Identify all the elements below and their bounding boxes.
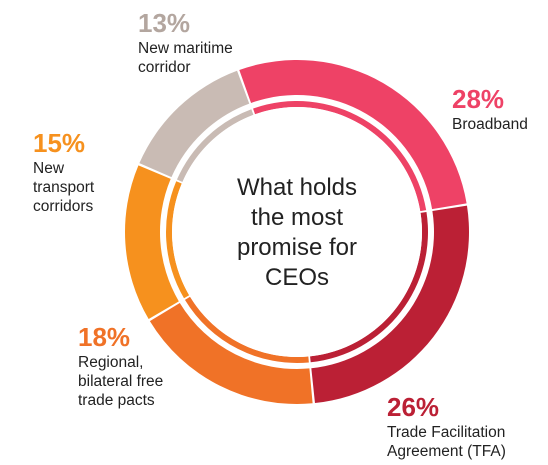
slice-name-label: Broadband bbox=[452, 116, 528, 133]
slice-outer-3 bbox=[124, 165, 179, 320]
slice-outer-1 bbox=[311, 205, 469, 404]
slice-name-label: Trade Facilitation Agreement (TFA) bbox=[387, 424, 506, 460]
slice-labels: 28% Broadband 26%Trade Facilitation Agreeme… bbox=[33, 8, 528, 460]
slice-name-label: New transport corridors bbox=[33, 160, 95, 215]
slice-inner-2 bbox=[184, 296, 309, 363]
slice-percent-label: 26% bbox=[387, 392, 439, 422]
inner-ring bbox=[166, 101, 428, 363]
outer-ring bbox=[124, 60, 469, 404]
slice-percent-label: 18% bbox=[78, 322, 130, 352]
slice-outer-4 bbox=[139, 70, 250, 178]
slice-outer-2 bbox=[149, 302, 313, 404]
center-title: What holds the most promise for CEOs bbox=[237, 174, 357, 291]
slice-name-label: New maritime corridor bbox=[138, 40, 233, 76]
slice-outer-0 bbox=[239, 60, 467, 210]
slice-name-label: Regional, bilateral free trade pacts bbox=[78, 354, 163, 409]
center-disc bbox=[172, 107, 422, 357]
slice-percent-label: 13% bbox=[138, 8, 190, 38]
slice-inner-3 bbox=[166, 181, 190, 299]
slice-percent-label: 28% bbox=[452, 84, 504, 114]
slice-percent-label: 15% bbox=[33, 128, 85, 158]
slice-inner-4 bbox=[176, 109, 254, 182]
